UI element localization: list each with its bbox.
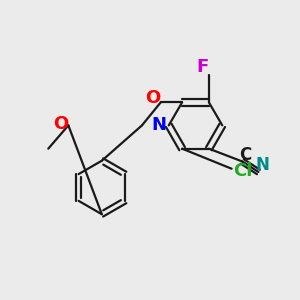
Text: Cl: Cl xyxy=(233,162,252,180)
Text: C: C xyxy=(239,146,251,164)
Text: N: N xyxy=(152,116,167,134)
Text: O: O xyxy=(146,89,161,107)
Text: F: F xyxy=(196,58,208,76)
Text: N: N xyxy=(256,156,269,174)
Text: O: O xyxy=(53,115,68,133)
